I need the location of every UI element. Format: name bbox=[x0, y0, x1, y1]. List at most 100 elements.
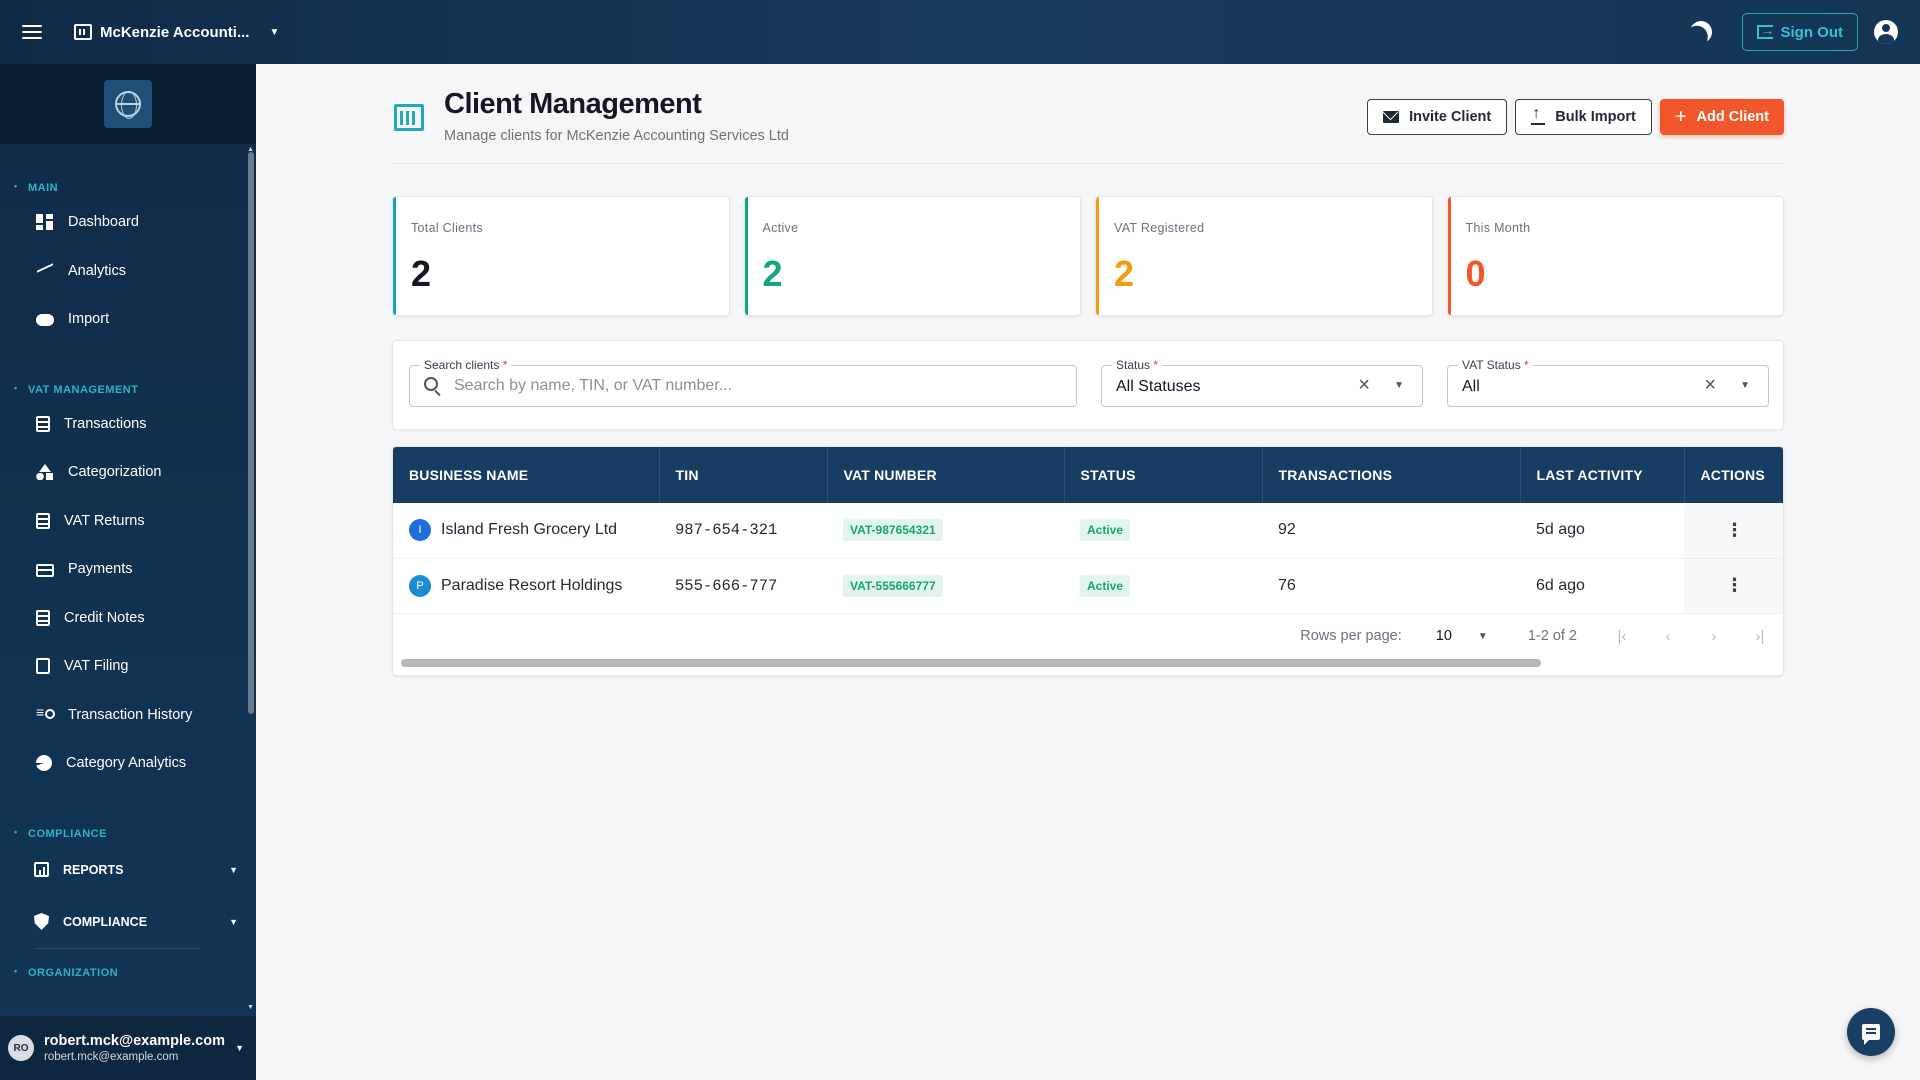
organization-name: McKenzie Accounti... bbox=[100, 23, 250, 41]
sign-out-button[interactable]: Sign Out bbox=[1741, 13, 1858, 51]
transactions-cell: 92 bbox=[1262, 503, 1520, 559]
column-header-last-activity[interactable]: LAST ACTIVITY bbox=[1520, 447, 1685, 503]
table-row[interactable]: P Paradise Resort Holdings 555-666-777 VA… bbox=[393, 558, 1783, 614]
table-pagination: Rows per page: 10 ▼ 1-2 of 2 |‹ ‹ › ›| bbox=[1300, 615, 1783, 657]
column-header-actions: ACTIONS bbox=[1700, 467, 1765, 483]
sidebar-item-vat-filing[interactable]: VAT Filing bbox=[0, 642, 256, 691]
clients-table: BUSINESS NAME TIN VAT NUMBER STATUS TRAN… bbox=[393, 447, 1783, 614]
section-title-main: MAIN bbox=[0, 181, 256, 194]
header-actions: Invite Client Bulk Import + Add Client bbox=[1367, 99, 1784, 135]
document-icon bbox=[36, 609, 50, 626]
search-input[interactable] bbox=[454, 366, 1054, 406]
page-subtitle: Manage clients for McKenzie Accounting S… bbox=[444, 128, 789, 144]
column-header-transactions[interactable]: TRANSACTIONS bbox=[1262, 447, 1521, 503]
sidebar-item-vat-returns[interactable]: VAT Returns bbox=[0, 497, 256, 546]
horizontal-scrollbar[interactable] bbox=[401, 659, 1781, 667]
stats-row: Total Clients 2 Active 2 VAT Registered … bbox=[392, 196, 1784, 316]
status-value: All Statuses bbox=[1116, 378, 1201, 395]
manage-search-icon bbox=[36, 704, 55, 723]
scroll-up-icon[interactable]: ▲ bbox=[247, 146, 254, 153]
sidebar: MAIN Dashboard Analytics Import VAT MANA… bbox=[0, 64, 256, 1080]
category-icon bbox=[36, 464, 54, 481]
chevron-down-icon: ▼ bbox=[235, 1043, 244, 1053]
chat-button[interactable] bbox=[1847, 1008, 1895, 1056]
last-activity-cell: 6d ago bbox=[1520, 558, 1684, 614]
sidebar-item-dashboard[interactable]: Dashboard bbox=[0, 198, 256, 247]
clear-icon[interactable]: × bbox=[1358, 374, 1370, 396]
more-vert-icon[interactable]: ⋮ bbox=[1684, 503, 1783, 559]
organization-switcher[interactable]: McKenzie Accounti... ▼ bbox=[74, 24, 279, 41]
table-row[interactable]: I Island Fresh Grocery Ltd 987-654-321 VA… bbox=[393, 503, 1783, 559]
column-header-vat-number[interactable]: VAT NUMBER bbox=[827, 447, 1065, 503]
main-content: Client Management Manage clients for McK… bbox=[392, 64, 1784, 676]
stat-label: VAT Registered bbox=[1114, 221, 1205, 235]
menu-icon[interactable] bbox=[22, 19, 48, 45]
column-header-tin[interactable]: TIN bbox=[659, 447, 828, 503]
invite-client-button[interactable]: Invite Client bbox=[1367, 99, 1508, 135]
building-icon bbox=[74, 24, 92, 40]
pagination-range: 1-2 of 2 bbox=[1527, 628, 1577, 644]
clear-icon[interactable]: × bbox=[1704, 374, 1716, 396]
rows-per-page-select[interactable]: 10 bbox=[1435, 628, 1452, 644]
user-menu[interactable]: RO robert.mck@example.com robert.mck@exa… bbox=[0, 1016, 256, 1080]
avatar: I bbox=[409, 519, 431, 542]
globe-icon bbox=[115, 91, 141, 119]
sidebar-item-payments[interactable]: Payments bbox=[0, 545, 256, 594]
stat-label: Active bbox=[762, 221, 799, 235]
sidebar-scrollbar[interactable] bbox=[248, 152, 254, 714]
column-header-business-name[interactable]: BUSINESS NAME bbox=[393, 447, 660, 503]
chat-icon bbox=[1862, 1024, 1880, 1045]
avatar: RO bbox=[8, 1035, 34, 1061]
stat-label: Total Clients bbox=[411, 221, 483, 235]
sidebar-item-transactions[interactable]: Transactions bbox=[0, 400, 256, 449]
account-icon[interactable] bbox=[1874, 20, 1898, 44]
sidebar-item-import[interactable]: Import bbox=[0, 295, 256, 344]
plus-icon: + bbox=[1674, 106, 1687, 128]
app-logo[interactable] bbox=[104, 80, 152, 128]
stat-label: This Month bbox=[1465, 221, 1531, 235]
receipt-icon bbox=[36, 415, 50, 432]
upload-icon bbox=[1531, 105, 1546, 125]
scrollbar-thumb[interactable] bbox=[401, 659, 1541, 667]
chevron-down-icon[interactable]: ▼ bbox=[1477, 630, 1488, 642]
dark-mode-toggle-icon[interactable] bbox=[1685, 17, 1715, 47]
table-header-row: BUSINESS NAME TIN VAT NUMBER STATUS TRAN… bbox=[393, 447, 1783, 503]
sidebar-item-transaction-history[interactable]: Transaction History bbox=[0, 691, 256, 740]
first-page-icon[interactable]: |‹ bbox=[1617, 627, 1627, 645]
tin-cell: 987-654-321 bbox=[659, 503, 827, 559]
sidebar-group-compliance[interactable]: COMPLIANCE ▼ bbox=[0, 896, 256, 948]
next-page-icon[interactable]: › bbox=[1711, 627, 1717, 645]
column-header-status[interactable]: STATUS bbox=[1064, 447, 1263, 503]
sidebar-item-credit-notes[interactable]: Credit Notes bbox=[0, 594, 256, 643]
logo-area bbox=[0, 64, 256, 144]
business-name: Paradise Resort Holdings bbox=[441, 576, 623, 594]
last-page-icon[interactable]: ›| bbox=[1755, 627, 1765, 645]
stat-card-active: Active 2 bbox=[743, 196, 1081, 316]
more-vert-icon[interactable]: ⋮ bbox=[1684, 558, 1783, 614]
previous-page-icon[interactable]: ‹ bbox=[1665, 627, 1671, 645]
chevron-down-icon[interactable]: ▼ bbox=[1394, 380, 1404, 391]
scroll-down-icon[interactable]: ▼ bbox=[247, 1004, 254, 1011]
stat-card-total-clients: Total Clients 2 bbox=[392, 196, 730, 316]
sidebar-item-category-analytics[interactable]: Category Analytics bbox=[0, 739, 256, 788]
stat-value: 2 bbox=[762, 253, 783, 294]
page-title: Client Management bbox=[444, 88, 702, 120]
add-client-button[interactable]: + Add Client bbox=[1659, 99, 1784, 135]
dashboard-icon bbox=[36, 214, 54, 231]
rows-per-page-label: Rows per page: bbox=[1300, 628, 1402, 644]
sidebar-group-reports[interactable]: REPORTS ▼ bbox=[0, 844, 256, 896]
cloud-upload-icon bbox=[36, 314, 54, 327]
chevron-down-icon[interactable]: ▼ bbox=[1740, 380, 1750, 391]
sidebar-item-analytics[interactable]: Analytics bbox=[0, 247, 256, 296]
bulk-import-button[interactable]: Bulk Import bbox=[1515, 99, 1652, 135]
sidebar-item-categorization[interactable]: Categorization bbox=[0, 448, 256, 497]
vat-status-select[interactable]: VAT Status * All × ▼ bbox=[1447, 358, 1769, 407]
vat-number-chip: VAT-987654321 bbox=[843, 519, 943, 542]
vat-status-value: All bbox=[1462, 378, 1480, 395]
status-select[interactable]: Status * All Statuses × ▼ bbox=[1101, 358, 1423, 407]
sidebar-divider bbox=[36, 947, 200, 949]
stat-value: 2 bbox=[1114, 253, 1135, 294]
status-label: Status bbox=[1116, 358, 1151, 372]
user-email: robert.mck@example.com bbox=[44, 1051, 179, 1063]
chevron-down-icon: ▼ bbox=[229, 916, 238, 927]
